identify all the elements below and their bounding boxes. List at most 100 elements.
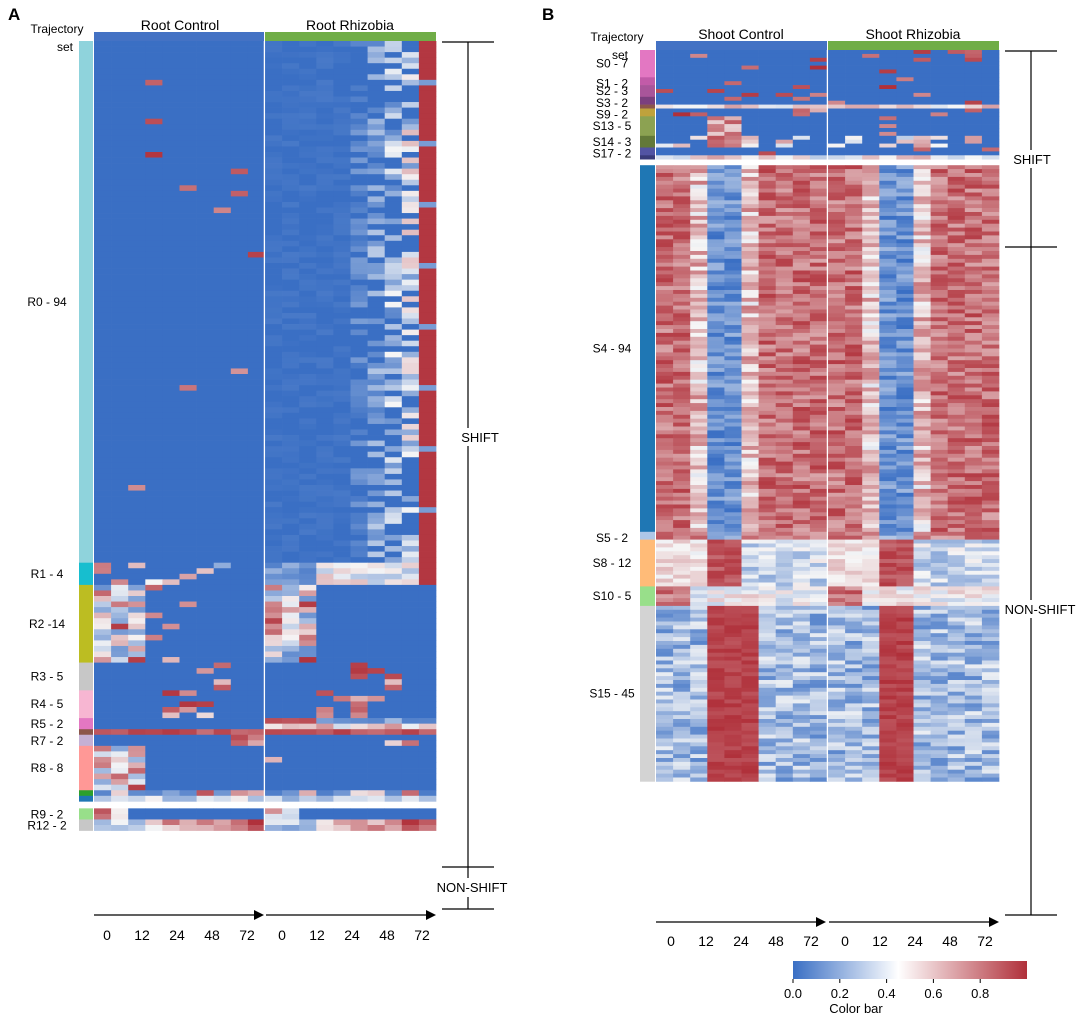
- heatmap-cell: [265, 573, 283, 580]
- heatmap-cell: [724, 309, 742, 314]
- heatmap-cell: [758, 85, 777, 90]
- heatmap-cell: [299, 623, 317, 630]
- heatmap-cell: [930, 128, 949, 133]
- heatmap-cell: [128, 329, 146, 336]
- heatmap-cell: [845, 344, 863, 349]
- heatmap-cell: [94, 496, 112, 502]
- heatmap-cell: [213, 207, 232, 214]
- heatmap-cell: [913, 465, 931, 470]
- heatmap-cell: [299, 168, 317, 175]
- heatmap-cell: [947, 81, 966, 86]
- heatmap-cell: [179, 579, 197, 586]
- heatmap-cell: [724, 61, 742, 66]
- heatmap-cell: [964, 379, 983, 384]
- heatmap-cell: [333, 784, 351, 791]
- heatmap-cell: [862, 336, 880, 342]
- heatmap-cell: [299, 329, 317, 336]
- heatmap-cell: [707, 65, 725, 70]
- heatmap-cell: [758, 188, 777, 193]
- heatmap-cell: [828, 135, 846, 141]
- heatmap-cell: [828, 254, 846, 260]
- heatmap-cell: [913, 212, 931, 217]
- heatmap-cell: [707, 442, 725, 447]
- heatmap-cell: [384, 279, 403, 286]
- heatmap-cell: [964, 430, 983, 435]
- heatmap-cell: [265, 718, 283, 724]
- heatmap-cell: [367, 734, 386, 741]
- heatmap-cell: [981, 108, 1000, 113]
- heatmap-cell: [333, 135, 351, 142]
- heatmap-cell: [179, 707, 197, 713]
- heatmap-cell: [775, 188, 794, 193]
- heatmap-cell: [947, 61, 966, 66]
- heatmap-cell: [758, 89, 777, 94]
- heatmap-cell: [673, 131, 691, 137]
- heatmap-cell: [862, 305, 880, 310]
- heatmap-cell: [724, 465, 742, 470]
- heatmap-cell: [964, 293, 983, 299]
- heatmap-cell: [964, 282, 983, 287]
- heatmap-cell: [247, 407, 266, 414]
- heatmap-cell: [213, 340, 232, 347]
- heatmap-cell: [673, 212, 691, 217]
- heatmap-cell: [690, 247, 708, 252]
- heatmap-cell: [862, 176, 880, 182]
- heatmap-cell: [367, 146, 386, 153]
- heatmap-cell: [265, 396, 283, 403]
- heatmap-cell: [913, 176, 931, 182]
- heatmap-cell: [724, 143, 742, 148]
- heatmap-cell: [401, 340, 420, 347]
- heatmap-cell: [350, 745, 368, 752]
- heatmap-cell: [230, 307, 249, 314]
- heatmap-cell: [196, 207, 215, 214]
- heatmap-cell: [845, 313, 863, 318]
- heatmap-cell: [690, 139, 708, 144]
- heatmap-cell: [418, 808, 437, 815]
- heatmap-cell: [401, 362, 420, 369]
- heatmap-cell: [111, 401, 129, 408]
- heatmap-cell: [418, 584, 437, 591]
- heatmap-cell: [333, 579, 351, 586]
- heatmap-cell: [947, 262, 966, 267]
- heatmap-cell: [809, 239, 828, 244]
- heatmap-cell: [316, 407, 334, 414]
- heatmap-cell: [350, 129, 368, 136]
- heatmap-cell: [333, 657, 351, 663]
- heatmap-cell: [145, 312, 163, 319]
- heatmap-cell: [707, 356, 725, 361]
- heatmap-cell: [809, 188, 828, 193]
- heatmap-cell: [179, 263, 197, 269]
- heatmap-cell: [333, 168, 351, 175]
- heatmap-cell: [145, 557, 163, 564]
- heatmap-cell: [690, 387, 708, 392]
- heatmap-cell: [418, 374, 437, 380]
- heatmap-cell: [845, 200, 863, 205]
- heatmap-cell: [247, 107, 266, 114]
- heatmap-cell: [128, 762, 146, 769]
- heatmap-cell: [775, 344, 794, 349]
- heatmap-cell: [964, 348, 983, 353]
- heatmap-cell: [418, 596, 437, 602]
- heatmap-cell: [196, 568, 215, 575]
- heatmap-cell: [792, 457, 811, 462]
- heatmap-cell: [845, 375, 863, 381]
- heatmap-cell: [930, 430, 949, 435]
- heatmap-cell: [128, 418, 146, 425]
- heatmap-cell: [981, 379, 1000, 384]
- heatmap-cell: [690, 53, 708, 59]
- heatmap-cell: [230, 762, 249, 769]
- heatmap-cell: [299, 501, 317, 508]
- heatmap-cell: [775, 81, 794, 86]
- heatmap-cell: [656, 461, 674, 466]
- heatmap-cell: [964, 442, 983, 447]
- heatmap-cell: [656, 108, 674, 113]
- heatmap-cell: [265, 268, 283, 275]
- heatmap-cell: [367, 301, 386, 308]
- heatmap-cell: [896, 368, 914, 373]
- heatmap-cell: [316, 329, 334, 336]
- heatmap-cell: [196, 440, 215, 447]
- heatmap-cell: [299, 68, 317, 75]
- heatmap-cell: [775, 449, 794, 455]
- heatmap-cell: [384, 690, 403, 697]
- heatmap-cell: [401, 451, 420, 458]
